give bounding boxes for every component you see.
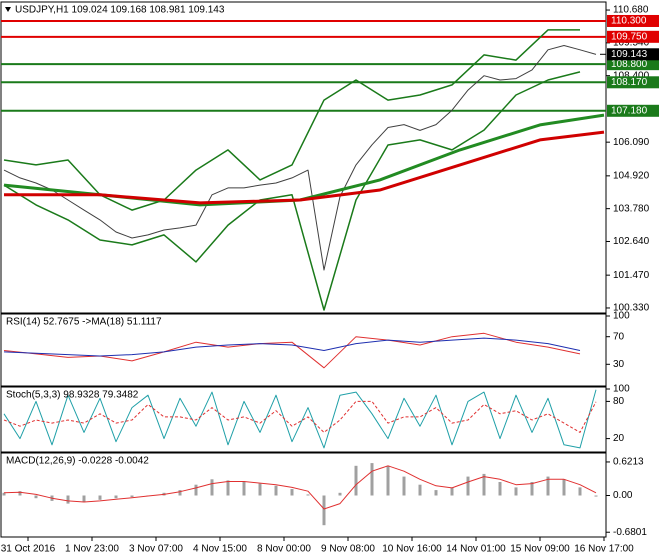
histogram-bar: [434, 490, 438, 496]
y-tick-label: 108.400: [613, 70, 650, 81]
histogram-bar: [258, 483, 262, 496]
histogram-bar: [178, 490, 182, 496]
y-tick-label: 100: [613, 384, 630, 395]
y-tick-label: 0.6213: [613, 457, 644, 468]
histogram-bar: [418, 484, 422, 496]
y-tick-label: 110.680: [613, 5, 649, 16]
histogram-bar: [562, 479, 566, 496]
series-line: [3, 337, 581, 357]
series-line: [4, 130, 605, 205]
x-tick-label: 8 Nov 00:00: [257, 544, 311, 555]
current-price-box: [607, 48, 659, 61]
histogram-bar: [370, 463, 374, 496]
series-line: [3, 465, 597, 510]
series-line: [3, 45, 597, 271]
y-tick-label: 100: [613, 311, 630, 322]
y-tick-label: 80: [613, 396, 625, 407]
panel-title: MACD(12,26,9) -0.0228 -0.0042: [6, 456, 149, 467]
histogram-bar: [594, 495, 598, 497]
level-label: 108.800: [611, 59, 648, 70]
x-tick-label: 1 Nov 23:00: [65, 544, 119, 555]
y-tick-label: 70: [613, 331, 625, 342]
x-tick-label: 31 Oct 2016: [1, 544, 56, 555]
x-tick-label: 9 Nov 08:00: [321, 544, 375, 555]
series-line: [3, 400, 597, 433]
panel-title: USDJPY,H1 109.024 109.168 108.981 109.14…: [15, 5, 225, 16]
level-label-box: [607, 76, 659, 89]
y-tick-label: 0.00: [613, 490, 633, 501]
level-label-box: [607, 58, 659, 71]
histogram-bar: [306, 494, 310, 496]
histogram-bar: [386, 465, 390, 496]
y-tick-label: 100.330: [613, 303, 650, 314]
histogram-bar: [338, 492, 342, 496]
level-label-box: [607, 30, 659, 43]
x-tick-label: 15 Nov 09:00: [510, 544, 570, 555]
histogram-bar: [66, 495, 70, 504]
x-tick-label: 14 Nov 01:00: [446, 544, 506, 555]
histogram-bar: [290, 489, 294, 496]
histogram-bar: [18, 491, 22, 496]
histogram-bar: [98, 495, 102, 500]
series-line: [3, 389, 597, 449]
histogram-bar: [514, 487, 518, 496]
panel-frame: [0, 313, 607, 387]
level-label-box: [607, 14, 659, 27]
histogram-bar: [274, 485, 278, 496]
histogram-bar: [114, 495, 118, 499]
histogram-bar: [530, 482, 534, 496]
panel-frame: [0, 386, 607, 453]
histogram-bar: [226, 480, 230, 496]
y-tick-label: 101.470: [613, 270, 650, 281]
histogram-bar: [2, 492, 6, 496]
histogram-bar: [466, 476, 470, 496]
menu-triangle: [5, 7, 11, 12]
level-label: 107.180: [611, 105, 648, 116]
histogram-bar: [402, 476, 406, 496]
panel-frame: [0, 1, 607, 314]
histogram-bar: [194, 484, 198, 496]
level-label: 110.300: [611, 16, 647, 27]
y-tick-label: 104.920: [613, 170, 650, 181]
current-price-label: 109.143: [611, 49, 648, 60]
x-tick-label: 3 Nov 07:00: [129, 544, 183, 555]
level-label: 109.750: [611, 31, 648, 42]
level-label-box: [607, 104, 659, 117]
x-tick-label: 4 Nov 15:00: [193, 544, 247, 555]
histogram-bar: [482, 473, 486, 496]
panel-title: Stoch(5,3,3) 98.9328 79.3482: [6, 390, 139, 401]
y-tick-label: 102.640: [613, 236, 650, 247]
y-tick-label: 106.090: [613, 137, 650, 148]
histogram-bar: [546, 476, 550, 496]
y-tick-label: 103.780: [613, 203, 650, 214]
histogram-bar: [578, 487, 582, 496]
histogram-bar: [210, 479, 214, 496]
series-line: [3, 71, 581, 311]
histogram-bar: [498, 482, 502, 496]
histogram-bar: [354, 465, 358, 496]
histogram-bar: [322, 495, 326, 526]
histogram-bar: [34, 495, 38, 499]
level-label: 108.170: [611, 77, 648, 88]
histogram-bar: [242, 482, 246, 496]
panel-title: RSI(14) 52.7675 ->MA(18) 51.1117: [6, 317, 162, 328]
histogram-bar: [450, 487, 454, 496]
y-tick-label: 109.540: [613, 38, 650, 49]
x-tick-label: 10 Nov 16:00: [382, 544, 442, 555]
y-tick-label: 30: [613, 359, 625, 370]
y-tick-label: 20: [613, 433, 625, 444]
histogram-bar: [130, 495, 134, 498]
y-tick-label: -0.6801: [613, 527, 647, 538]
histogram-bar: [82, 495, 86, 502]
x-tick-label: 16 Nov 17:00: [574, 544, 634, 555]
